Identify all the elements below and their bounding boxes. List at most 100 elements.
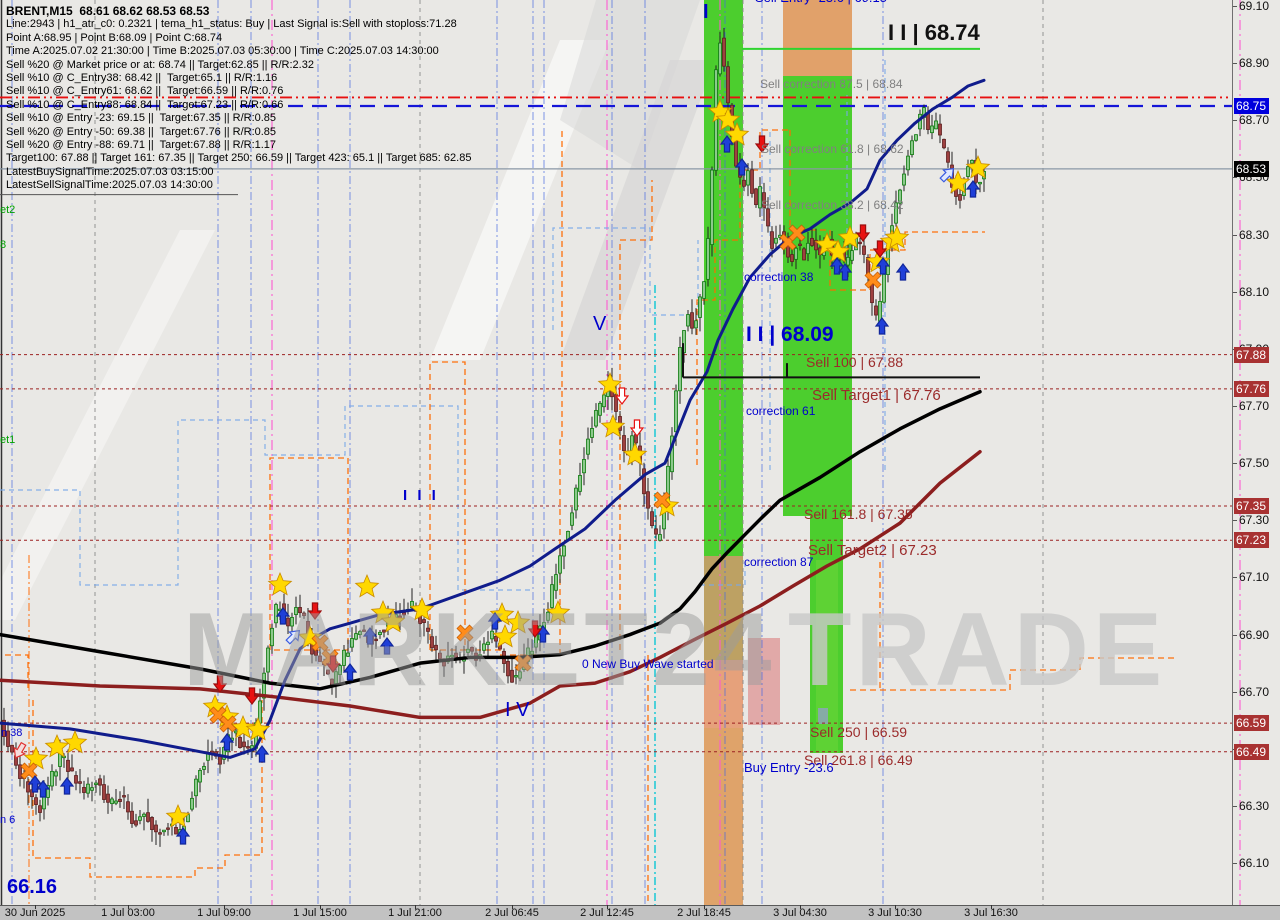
annotation-4: Sell correction 61.8 | 68.62 (761, 142, 904, 156)
buy-signal-star-icon (409, 596, 435, 621)
sell-arrow-icon (244, 687, 260, 705)
price-tick (1233, 5, 1237, 7)
chart-surface[interactable] (0, 0, 1232, 905)
buy-arrow-icon (875, 257, 891, 275)
time-label: 1 Jul 21:00 (388, 907, 442, 919)
time-label: 3 Jul 04:30 (773, 907, 827, 919)
exit-cross-icon (219, 715, 237, 733)
price-tick (1233, 805, 1237, 807)
exit-cross-icon (514, 654, 532, 672)
time-label: 2 Jul 06:45 (485, 907, 539, 919)
info-line-4: Sell %20 @ Market price or at: 68.74 || … (6, 58, 314, 71)
buy-arrow-icon (362, 627, 378, 645)
exit-cross-icon (311, 634, 329, 652)
buy-arrow-icon (734, 158, 750, 176)
price-tick (1233, 463, 1237, 465)
buy-signal-star-icon (380, 608, 406, 633)
info-line-9: Sell %20 @ Entry -50: 69.38 || Target:67… (6, 125, 277, 138)
annotation-9: Sell 100 | 67.88 (806, 354, 904, 370)
annotation-18: Sell 250 | 66.59 (810, 724, 908, 740)
annotation-6: correction 38 (744, 270, 814, 284)
sell-arrow-icon (307, 602, 323, 620)
moving-averages (0, 78, 986, 759)
price-label: 69.10 (1239, 0, 1270, 13)
price-tick (1233, 577, 1237, 579)
price-label: 67.50 (1239, 456, 1270, 471)
price-tick (1233, 291, 1237, 293)
fib-zone-bands (704, 0, 852, 905)
info-line-10: Sell %20 @ Entry -88: 69.71 || Target:67… (6, 139, 277, 152)
watermark-brand-left: MARKET24 (183, 592, 776, 708)
price-axis[interactable]: 69.1068.9068.7068.5068.3068.1067.9067.70… (1232, 0, 1280, 905)
time-tick (35, 905, 36, 909)
time-tick (704, 905, 705, 909)
price-badge-67.35: 67.35 (1234, 497, 1270, 514)
sell-arrow-icon (614, 387, 630, 405)
price-badge-68.75: 68.75 (1234, 97, 1270, 114)
info-line-2: Point A:68.95 | Point B:68.09 | Point C:… (6, 31, 223, 44)
info-line-13: LatestSellSignalTime:2025.07.03 14:30:00 (6, 179, 213, 192)
exit-cross-icon (788, 224, 806, 242)
price-tick (1233, 120, 1237, 122)
sell-arrow-icon (325, 655, 341, 673)
time-axis[interactable]: 30 Jun 2025 1 Jul 03:00 1 Jul 09:00 1 Jul 1… (0, 905, 1280, 920)
time-label: 3 Jul 16:30 (964, 907, 1018, 919)
price-tick (1233, 234, 1237, 236)
price-label: 68.90 (1239, 56, 1270, 71)
exit-cross-icon (456, 624, 474, 642)
buy-arrow-icon (35, 780, 51, 798)
time-label: 3 Jul 10:30 (868, 907, 922, 919)
price-label: 66.90 (1239, 627, 1270, 642)
buy-signal-star-icon (965, 154, 991, 179)
time-tick (991, 905, 992, 909)
buy-arrow-icon (939, 167, 955, 183)
time-tick (415, 905, 416, 909)
buy-signal-star-icon (715, 106, 741, 131)
annotation-25: 8 (0, 239, 7, 251)
price-badge-67.23: 67.23 (1234, 532, 1270, 549)
sell-arrow-icon (629, 419, 645, 437)
price-label: 66.30 (1239, 798, 1270, 813)
time-tick (512, 905, 513, 909)
time-tick (128, 905, 129, 909)
buy-arrow-icon (275, 607, 291, 625)
exit-cross-icon (653, 491, 671, 509)
price-tick (1233, 63, 1237, 65)
watermark-brand-right: TRADE (788, 592, 1167, 708)
buy-arrow-icon (219, 733, 235, 751)
annotation-20: Buy Entry -23.6 (744, 760, 834, 775)
annotation-23: 66.16 (7, 876, 58, 898)
buy-arrow-icon (487, 612, 503, 630)
annotation-7: V (593, 313, 607, 335)
price-label: 68.70 (1239, 113, 1270, 128)
price-tick (1233, 691, 1237, 693)
buy-arrow-icon (895, 263, 911, 281)
price-tick (1233, 863, 1237, 865)
buy-arrow-icon (829, 257, 845, 275)
annotation-21: n 38 (1, 727, 23, 739)
annotation-12: I I I (403, 487, 439, 504)
price-badge-68.53: 68.53 (1234, 160, 1270, 177)
annotation-5: Sell correction 38.2 | 68.42 (761, 198, 904, 212)
price-label: 67.70 (1239, 398, 1270, 413)
price-badge-66.49: 66.49 (1234, 743, 1270, 760)
time-label: 30 Jun 2025 (4, 907, 66, 919)
annotation-0: Sell Entry -23.6 | 69.15 (755, 0, 887, 4)
exit-cross-icon (20, 762, 38, 780)
info-line-11: Target100: 67.88 || Target 161: 67.35 ||… (6, 152, 472, 165)
price-label: 67.10 (1239, 570, 1270, 585)
buy-arrow-icon (175, 827, 191, 845)
time-label: 2 Jul 18:45 (677, 907, 731, 919)
time-label: 1 Jul 03:00 (101, 907, 155, 919)
signal-markers (13, 98, 991, 845)
price-label: 66.70 (1239, 684, 1270, 699)
buy-signal-star-icon (505, 609, 531, 634)
annotation-22: n 6 (0, 814, 16, 826)
annotation-24: et2 (0, 204, 16, 216)
price-badge-67.88: 67.88 (1234, 346, 1270, 363)
buy-signal-star-icon (622, 441, 648, 466)
buy-signal-star-icon (23, 745, 49, 770)
info-line-12: LatestBuySignalTime:2025.07.03 03:15:00 (6, 165, 214, 178)
price-tick (1233, 520, 1237, 522)
sell-arrow-icon (855, 224, 871, 242)
